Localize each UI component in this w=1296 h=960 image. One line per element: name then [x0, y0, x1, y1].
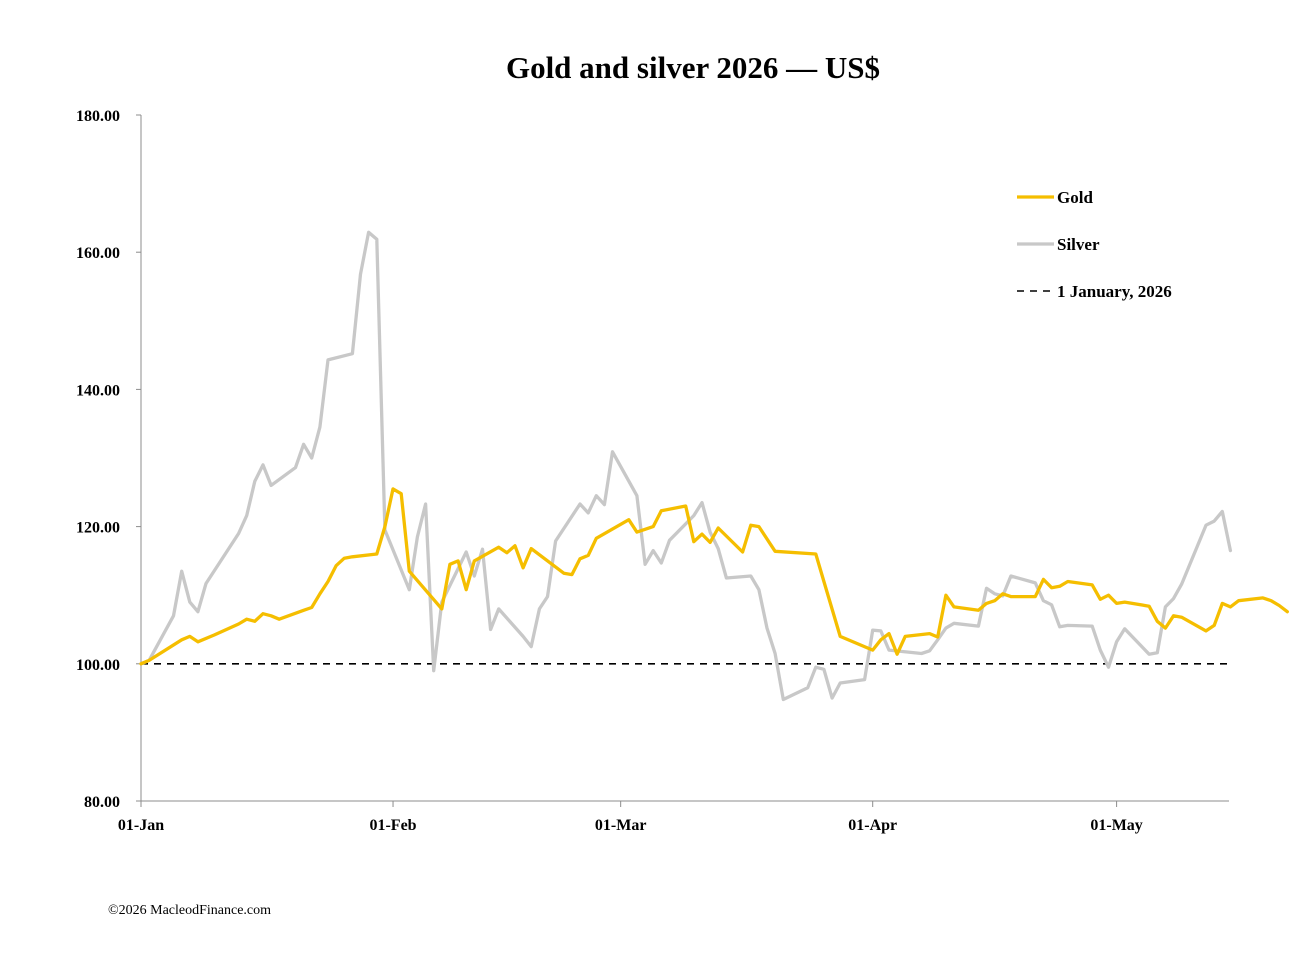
- y-tick-label: 160.00: [76, 245, 120, 262]
- y-tick-label: 140.00: [76, 382, 120, 399]
- legend-label: Silver: [1057, 235, 1100, 254]
- legend-label: Gold: [1057, 188, 1093, 207]
- legend-label: 1 January, 2026: [1057, 282, 1172, 301]
- y-tick-label: 120.00: [76, 520, 120, 537]
- x-tick-label: 01-Jan: [118, 817, 164, 834]
- y-tick-label: 80.00: [84, 794, 120, 811]
- copyright-footer: ©2026 MacleodFinance.com: [108, 903, 272, 918]
- series-line-gold: [139, 487, 1289, 666]
- legend: Gold Silver 1 January, 2026: [1017, 188, 1172, 301]
- series-line-silver: [139, 230, 1233, 702]
- x-tick-label: 01-May: [1090, 817, 1142, 834]
- x-tick-label: 01-Feb: [369, 817, 416, 834]
- y-tick-label: 100.00: [76, 657, 120, 674]
- chart-title: Gold and silver 2026 — US$: [505, 50, 881, 85]
- x-axis: 01-Jan 01-Feb 01-Mar 01-Apr 01-May: [118, 800, 1229, 834]
- x-tick-label: 01-Apr: [848, 817, 897, 834]
- y-axis: 80.00 100.00 120.00 140.00 160.00 180.00: [76, 108, 142, 811]
- y-tick-label: 180.00: [76, 108, 120, 125]
- x-tick-label: 01-Mar: [595, 817, 647, 834]
